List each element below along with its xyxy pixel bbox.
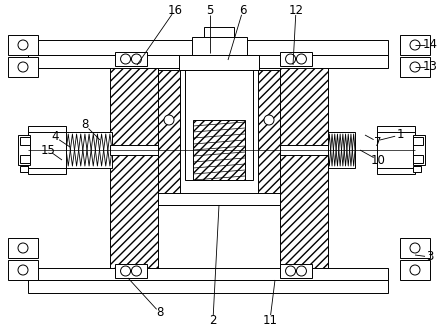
Bar [413,155,423,163]
Bar [204,27,234,37]
Bar [413,137,423,145]
Bar [413,135,425,165]
Text: 4: 4 [51,131,59,143]
Bar [28,128,66,172]
Circle shape [18,265,28,275]
Bar [193,120,245,180]
Bar [400,260,430,280]
Bar [158,70,180,205]
Text: 8: 8 [81,119,88,132]
Bar [28,280,388,293]
Bar [115,264,147,278]
Text: 6: 6 [239,3,247,16]
Bar [28,55,388,68]
Circle shape [286,54,296,64]
Text: 5: 5 [206,3,214,16]
Circle shape [410,40,420,50]
Text: 13: 13 [423,61,438,73]
Bar [328,132,355,168]
Text: 2: 2 [209,314,217,327]
Text: 16: 16 [167,3,183,16]
Text: 7: 7 [374,135,382,148]
Bar [185,70,253,180]
Circle shape [120,266,131,276]
Bar [400,57,430,77]
Circle shape [164,115,174,125]
Circle shape [131,54,141,64]
Bar [20,155,30,163]
Circle shape [18,243,28,253]
Text: 8: 8 [156,307,164,320]
Bar [377,126,415,132]
Circle shape [410,243,420,253]
Bar [377,168,415,174]
Bar [110,68,158,268]
Text: 15: 15 [41,143,56,156]
Text: 1: 1 [396,129,404,141]
Bar [110,145,158,155]
Circle shape [18,40,28,50]
Bar [8,35,38,55]
Text: 10: 10 [371,153,385,166]
Bar [8,238,38,258]
Bar [8,260,38,280]
Bar [62,132,112,168]
Bar [179,55,259,70]
Bar [28,168,66,174]
Circle shape [410,62,420,72]
Bar [280,264,312,278]
Text: 12: 12 [289,3,304,16]
Bar [28,126,66,132]
Bar [413,166,421,172]
Bar [20,137,30,145]
Text: 14: 14 [423,39,438,52]
Circle shape [286,266,296,276]
Circle shape [297,266,307,276]
Text: 11: 11 [262,314,278,327]
Bar [8,57,38,77]
Text: 3: 3 [426,251,434,264]
Bar [115,52,147,66]
Circle shape [18,62,28,72]
Bar [191,37,247,55]
Bar [158,193,280,205]
Circle shape [297,54,307,64]
Circle shape [131,266,141,276]
Bar [28,40,388,55]
Circle shape [410,265,420,275]
Bar [20,166,28,172]
Bar [280,145,328,155]
Bar [18,135,30,165]
Bar [377,128,415,172]
Bar [400,35,430,55]
Bar [258,70,280,205]
Circle shape [120,54,131,64]
Circle shape [264,115,274,125]
Bar [28,268,388,280]
Bar [280,68,328,268]
Bar [280,52,312,66]
Bar [400,238,430,258]
